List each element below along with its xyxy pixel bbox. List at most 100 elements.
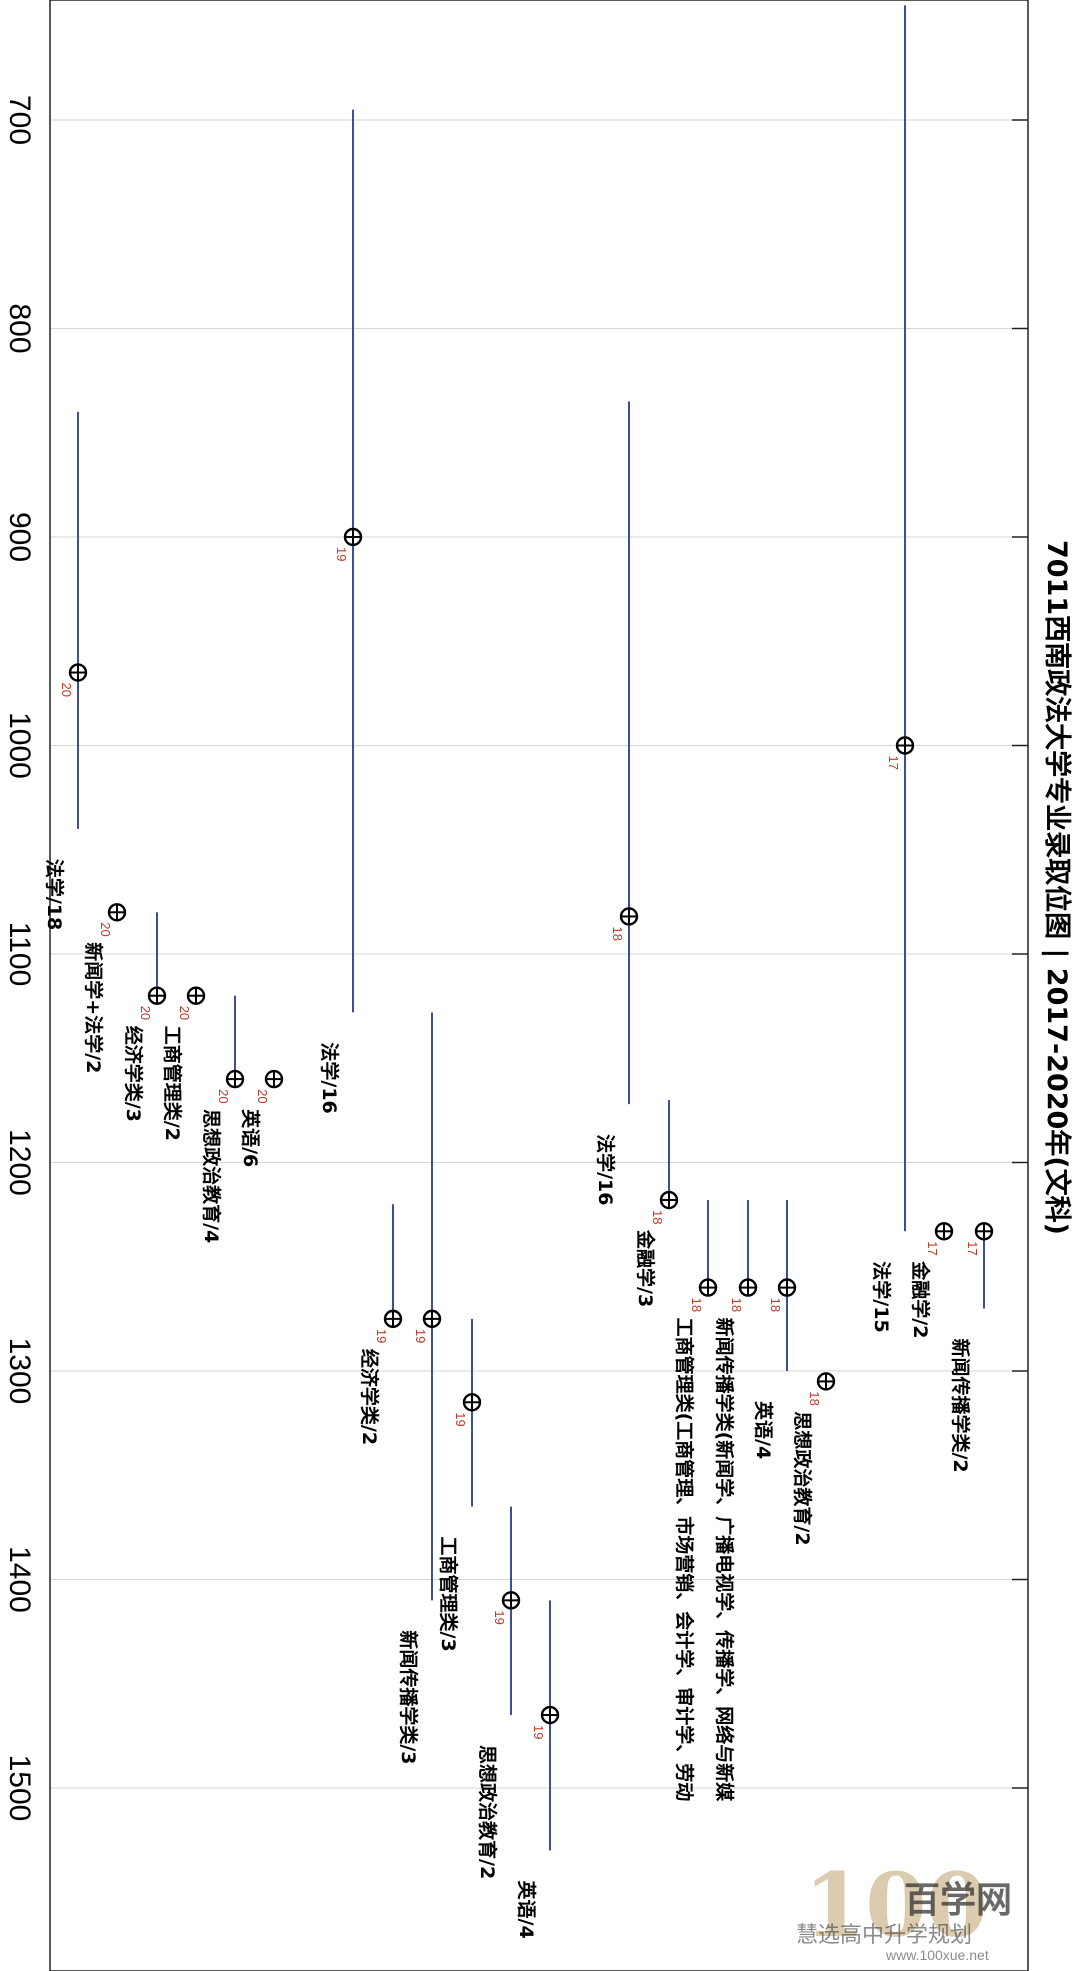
category-label-group: 英语/4 (515, 1881, 538, 1939)
value-axis: 700 800 900 1000 1100 1200 1300 1400 1500 (3, 95, 1028, 1821)
year-label-group: 19 (413, 1329, 428, 1343)
range-mark: 19 经济学类/2 (358, 1204, 403, 1445)
year-label: 19 (453, 1412, 468, 1426)
tick-label: 700 (3, 95, 36, 145)
year-label: 19 (334, 547, 349, 561)
category-label-group: 金融学/3 (634, 1229, 657, 1307)
category-label: 新闻传播学类/3 (397, 1630, 420, 1764)
category-label-group: 工商管理类(工商管理、市场营销、会计学、审计学、劳动 (673, 1318, 696, 1802)
year-label: 17 (925, 1241, 940, 1255)
year-label: 19 (374, 1329, 389, 1343)
range-mark: 19 法学/16 (318, 109, 363, 1114)
tick-label-group: 700 (3, 95, 36, 145)
range-mark: 17 新闻传播学类/2 (949, 1222, 994, 1473)
category-label-group: 金融学/2 (909, 1260, 932, 1338)
tick-label-group: 1000 (3, 712, 36, 779)
category-label: 金融学/3 (634, 1229, 657, 1307)
year-label-group: 20 (98, 922, 113, 936)
category-label: 思想政治教育/4 (200, 1109, 223, 1243)
range-mark: 20 思想政治教育/4 (200, 995, 245, 1243)
watermark-logo: 100 (804, 1853, 988, 1957)
year-label-group: 20 (216, 1089, 231, 1103)
tick-label: 900 (3, 512, 36, 562)
year-label-group: 20 (255, 1089, 270, 1103)
year-label: 18 (768, 1298, 783, 1312)
range-mark: 17 法学/15 (870, 5, 915, 1333)
year-label: 19 (531, 1725, 546, 1739)
category-label-group: 新闻传播学类/2 (949, 1338, 972, 1472)
category-label-group: 工商管理类/2 (161, 1026, 184, 1141)
year-label-group: 19 (531, 1725, 546, 1739)
tick-label-group: 1200 (3, 1129, 36, 1196)
category-label-group: 法学/16 (318, 1042, 341, 1113)
category-label-group: 经济学类/3 (122, 1026, 145, 1122)
category-label: 新闻传播学类/2 (949, 1338, 972, 1472)
category-label-group: 思想政治教育/2 (791, 1411, 814, 1545)
tick-label: 1100 (3, 922, 36, 987)
tick-label: 1500 (3, 1755, 36, 1822)
year-label-group: 19 (453, 1412, 468, 1426)
year-label: 18 (807, 1391, 822, 1405)
range-mark: 19 新闻传播学类/3 (397, 1012, 442, 1765)
year-label-group: 18 (610, 926, 625, 940)
year-label-group: 20 (138, 1006, 153, 1020)
category-label: 工商管理类/3 (437, 1537, 460, 1652)
year-label-group: 20 (177, 1006, 192, 1020)
category-label: 法学/15 (870, 1261, 893, 1332)
category-label: 英语/4 (752, 1401, 775, 1459)
year-label-group: 18 (650, 1210, 665, 1224)
year-label: 20 (216, 1089, 231, 1103)
year-label-group: 17 (965, 1241, 980, 1255)
range-mark: 18 英语/4 (752, 1200, 797, 1459)
category-label-group: 新闻传播学类/3 (397, 1630, 420, 1764)
year-label-group: 20 (59, 683, 74, 697)
range-mark: 19 英语/4 (515, 1600, 560, 1939)
watermark: 100 百学网 慧选高中升学规划 www.100xue.net (786, 1855, 1066, 1965)
tick-label-group: 1100 (3, 922, 36, 987)
range-mark: 20 法学/18 (43, 411, 88, 930)
chart-title: 7011西南政法大学专业录取位图 | 2017-2020年(文科) (1041, 540, 1073, 1235)
year-label: 18 (729, 1298, 744, 1312)
year-label: 18 (610, 926, 625, 940)
category-label-group: 经济学类/2 (358, 1349, 381, 1445)
range-mark: 19 工商管理类/3 (437, 1318, 482, 1652)
year-label: 20 (255, 1089, 270, 1103)
tick-label: 1000 (3, 712, 36, 779)
category-label-group: 新闻学+法学/2 (82, 942, 105, 1073)
tick-label-group: 800 (3, 303, 36, 353)
tick-label-group: 1500 (3, 1755, 36, 1822)
category-label: 工商管理类/2 (161, 1026, 184, 1141)
tick-label-group: 900 (3, 512, 36, 562)
range-mark: 18 工商管理类(工商管理、市场营销、会计学、审计学、劳动 (673, 1200, 718, 1802)
category-label-group: 英语/6 (239, 1109, 262, 1167)
category-label: 法学/16 (594, 1134, 617, 1205)
grid-lines (50, 119, 1028, 1789)
range-mark: 19 思想政治教育/2 (476, 1506, 521, 1879)
year-label: 20 (177, 1006, 192, 1020)
category-label-group: 法学/16 (594, 1134, 617, 1205)
range-mark: 18 思想政治教育/2 (791, 1372, 836, 1546)
category-label: 思想政治教育/2 (476, 1745, 499, 1879)
year-label: 20 (138, 1006, 153, 1020)
year-label: 18 (650, 1210, 665, 1224)
year-label: 19 (492, 1610, 507, 1624)
watermark-subtitle: 慧选高中升学规划 (796, 1923, 973, 1948)
watermark-url: www.100xue.net (886, 1947, 989, 1963)
year-label-group: 18 (729, 1298, 744, 1312)
category-label: 法学/18 (43, 859, 66, 930)
category-label: 英语/4 (515, 1881, 538, 1939)
tick-label-group: 1400 (3, 1546, 36, 1613)
category-label: 法学/16 (318, 1042, 341, 1113)
category-label-group: 英语/4 (752, 1401, 775, 1459)
tick-label: 1300 (3, 1338, 36, 1405)
category-label-group: 思想政治教育/4 (200, 1109, 223, 1243)
range-mark: 18 金融学/3 (634, 1099, 679, 1307)
year-label-group: 17 (925, 1241, 940, 1255)
chart-title-group: 7011西南政法大学专业录取位图 | 2017-2020年(文科) (1041, 540, 1073, 1235)
category-label: 新闻传播学类(新闻学、广播电视学、传播学、网络与新媒 (713, 1318, 736, 1803)
tick-label-group: 1300 (3, 1338, 36, 1405)
tick-label: 800 (3, 303, 36, 353)
year-label: 20 (98, 922, 113, 936)
year-label: 18 (689, 1298, 704, 1312)
